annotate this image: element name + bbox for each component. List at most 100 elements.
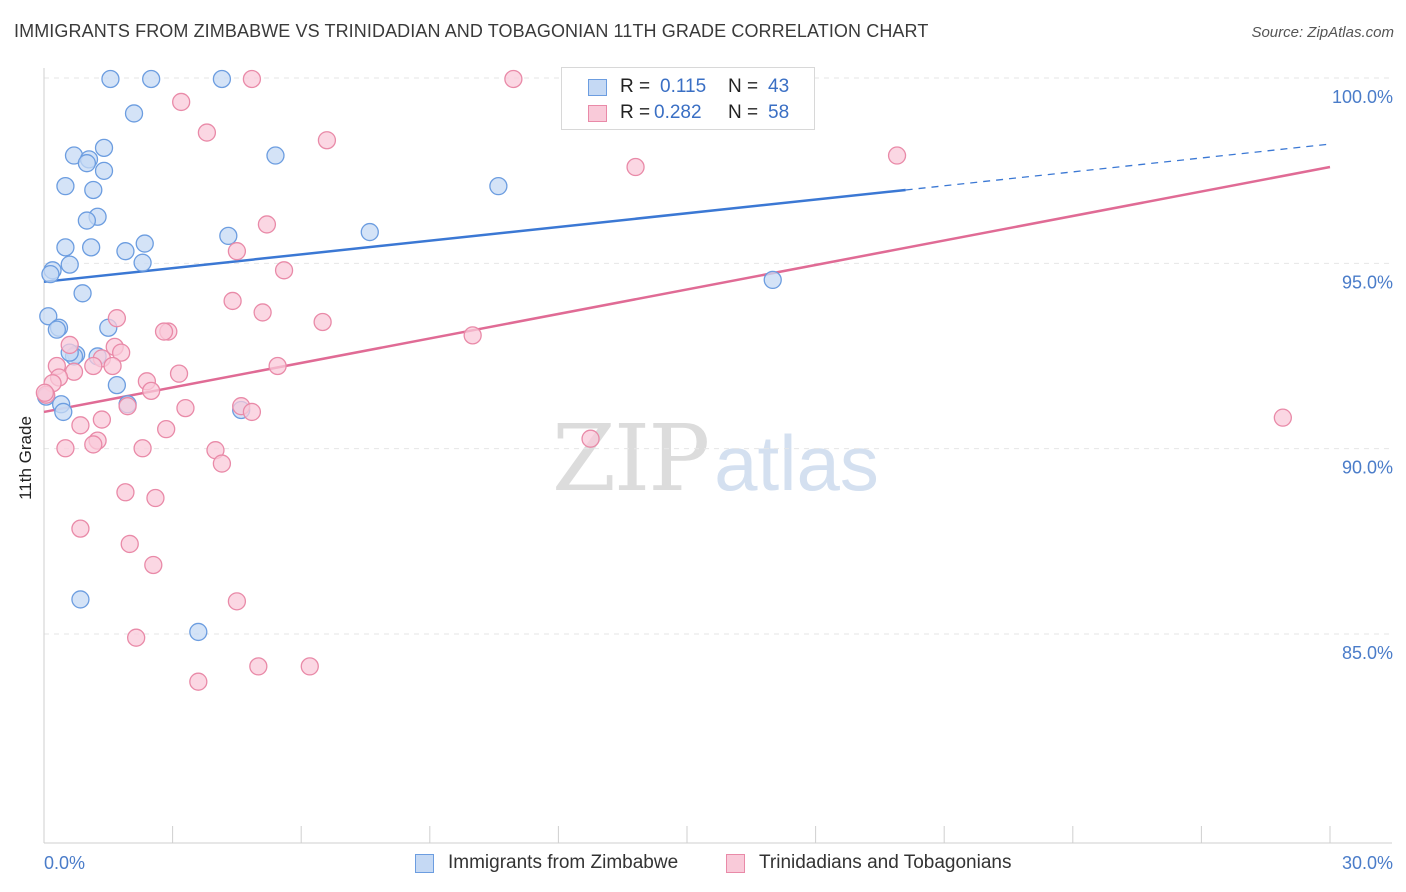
series-zimbabwe	[36, 69, 782, 642]
point-trinidadian	[142, 381, 161, 401]
point-trinidadian	[253, 303, 272, 322]
point-zimbabwe	[54, 402, 73, 422]
point-zimbabwe	[142, 69, 161, 89]
point-trinidadian	[71, 416, 90, 435]
point-trinidadian	[626, 157, 645, 177]
legend-swatch-zimbabwe	[415, 854, 434, 873]
y-tick-label: 95.0%	[1342, 272, 1393, 292]
point-trinidadian	[172, 92, 191, 112]
point-trinidadian	[887, 146, 907, 165]
point-trinidadian	[107, 309, 127, 328]
point-zimbabwe	[266, 146, 285, 165]
point-trinidadian	[146, 488, 165, 508]
point-trinidadian	[35, 383, 55, 402]
stats-n-label: N =	[728, 76, 759, 97]
point-trinidadian	[274, 261, 294, 280]
point-zimbabwe	[84, 180, 103, 200]
point-trinidadian	[504, 69, 523, 89]
point-zimbabwe	[763, 270, 782, 290]
series-trinidadian	[35, 69, 1292, 691]
point-trinidadian	[268, 356, 287, 376]
y-tick-label: 90.0%	[1342, 458, 1393, 478]
point-trinidadian	[176, 398, 195, 418]
source-label: Source: ZipAtlas.com	[1251, 24, 1394, 41]
point-zimbabwe	[219, 226, 238, 246]
legend-label-trinidadian: Trinidadians and Tobagonians	[759, 852, 1012, 873]
point-trinidadian	[317, 131, 337, 150]
point-trinidadian	[92, 410, 112, 429]
data-points	[35, 69, 1292, 691]
point-trinidadian	[581, 429, 600, 448]
point-zimbabwe	[135, 234, 154, 253]
point-zimbabwe	[71, 590, 90, 609]
stats-n-value: 58	[768, 102, 790, 123]
point-trinidadian	[463, 326, 482, 345]
point-trinidadian	[197, 123, 217, 142]
trend-lines	[43, 143, 1331, 414]
point-trinidadian	[223, 291, 242, 311]
point-trinidadian	[118, 397, 137, 416]
point-zimbabwe	[189, 622, 208, 642]
point-zimbabwe	[133, 253, 152, 272]
point-trinidadian	[116, 483, 135, 502]
grid-lines	[44, 77, 1392, 635]
point-zimbabwe	[107, 375, 127, 395]
point-trinidadian	[103, 356, 122, 376]
stats-r-value: 0.282	[654, 102, 702, 123]
point-zimbabwe	[94, 161, 114, 180]
point-trinidadian	[154, 322, 174, 341]
point-trinidadian	[127, 628, 146, 647]
stats-swatch-trinidadian	[588, 105, 607, 122]
point-zimbabwe	[56, 176, 75, 196]
point-zimbabwe	[39, 307, 58, 326]
point-zimbabwe	[360, 222, 379, 242]
point-zimbabwe	[73, 284, 92, 303]
point-trinidadian	[120, 534, 139, 554]
trend-line-zimbabwe-extension	[905, 143, 1331, 191]
point-trinidadian	[227, 592, 247, 611]
point-zimbabwe	[116, 242, 135, 261]
stats-swatch-zimbabwe	[588, 79, 607, 96]
point-trinidadian	[300, 657, 319, 676]
stats-r-label: R =	[620, 102, 651, 123]
point-trinidadian	[84, 356, 103, 376]
point-zimbabwe	[56, 238, 75, 257]
x-tick-label: 30.0%	[1342, 853, 1393, 873]
point-zimbabwe	[212, 69, 232, 89]
stats-n-value: 43	[768, 76, 790, 97]
point-trinidadian	[169, 364, 189, 383]
point-zimbabwe	[41, 265, 60, 284]
chart-title: IMMIGRANTS FROM ZIMBABWE VS TRINIDADIAN …	[14, 21, 929, 41]
point-zimbabwe	[77, 154, 97, 173]
point-zimbabwe	[124, 104, 144, 123]
point-trinidadian	[144, 555, 163, 575]
legend-label-zimbabwe: Immigrants from Zimbabwe	[448, 852, 679, 873]
point-zimbabwe	[47, 320, 67, 339]
point-trinidadian	[56, 439, 75, 458]
trend-line-trinidadian	[43, 165, 1331, 414]
point-trinidadian	[227, 242, 247, 261]
point-trinidadian	[189, 672, 208, 691]
point-zimbabwe	[60, 255, 79, 274]
point-trinidadian	[133, 439, 152, 458]
tick-labels: 85.0% 90.0% 95.0% 100.0% 0.0% 30.0%	[44, 87, 1393, 873]
point-zimbabwe	[489, 176, 508, 196]
axes	[43, 68, 1392, 844]
y-tick-label: 100.0%	[1332, 87, 1393, 107]
point-trinidadian	[212, 454, 232, 473]
point-trinidadian	[157, 419, 176, 439]
point-trinidadian	[249, 657, 268, 676]
stats-box: R = 0.115 N = 43 R = 0.282 N = 58	[561, 67, 815, 130]
point-trinidadian	[112, 343, 131, 362]
stats-n-label: N =	[728, 102, 759, 123]
point-zimbabwe	[77, 211, 97, 230]
trend-line-zimbabwe	[43, 188, 906, 284]
point-trinidadian	[71, 519, 90, 538]
legend-swatch-trinidadian	[726, 854, 745, 873]
stats-r-label: R =	[620, 76, 651, 97]
point-zimbabwe	[94, 138, 114, 158]
point-zimbabwe	[82, 238, 101, 257]
point-trinidadian	[242, 69, 262, 89]
point-trinidadian	[257, 215, 277, 234]
